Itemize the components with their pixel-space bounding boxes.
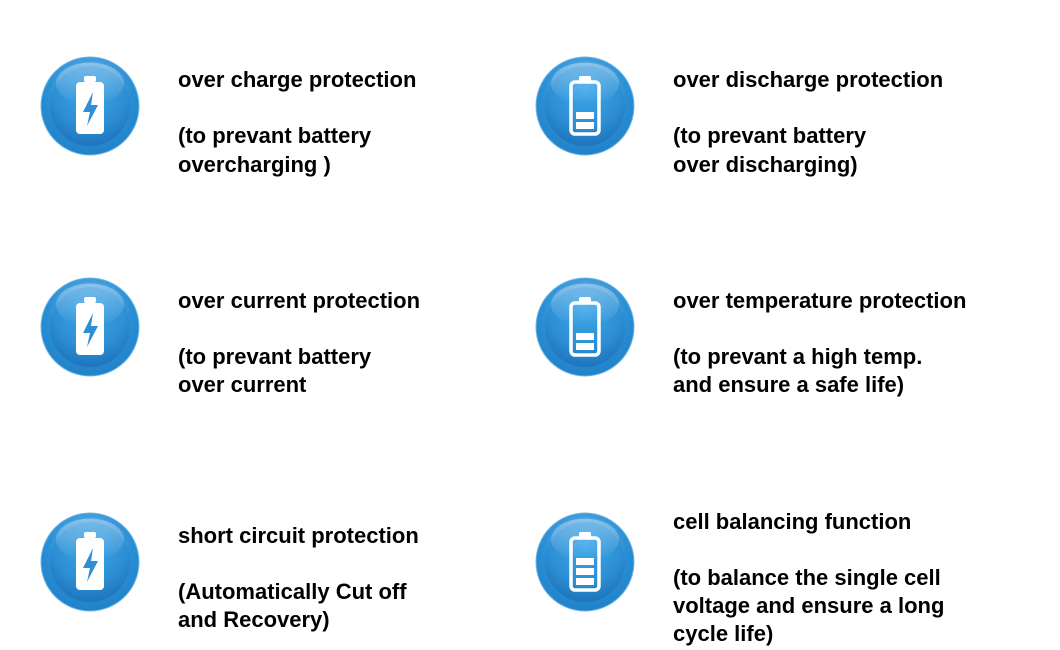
feature-label: short circuit protection (Automatically … [178, 494, 419, 635]
battery-balance-icon [535, 512, 635, 617]
battery-charge-icon [40, 56, 140, 161]
feature-label: over discharge protection (to prevant ba… [673, 38, 943, 179]
feature-label: over temperature protection (to prevant … [673, 259, 966, 400]
feature-short-circuit: short circuit protection (Automatically … [40, 480, 525, 649]
feature-over-temperature: over temperature protection (to prevant … [535, 259, 1020, 400]
feature-label: over current protection (to prevant batt… [178, 259, 420, 400]
feature-label: cell balancing function (to balance the … [673, 480, 944, 649]
feature-over-charge: over charge protection (to prevant batte… [40, 38, 525, 179]
battery-charge-icon [40, 277, 140, 382]
feature-over-current: over current protection (to prevant batt… [40, 259, 525, 400]
features-grid: over charge protection (to prevant batte… [40, 38, 1020, 612]
feature-over-discharge: over discharge protection (to prevant ba… [535, 38, 1020, 179]
battery-discharge-icon [535, 277, 635, 382]
battery-charge-icon [40, 512, 140, 617]
battery-discharge-icon [535, 56, 635, 161]
feature-label: over charge protection (to prevant batte… [178, 38, 416, 179]
feature-cell-balancing: cell balancing function (to balance the … [535, 480, 1020, 649]
